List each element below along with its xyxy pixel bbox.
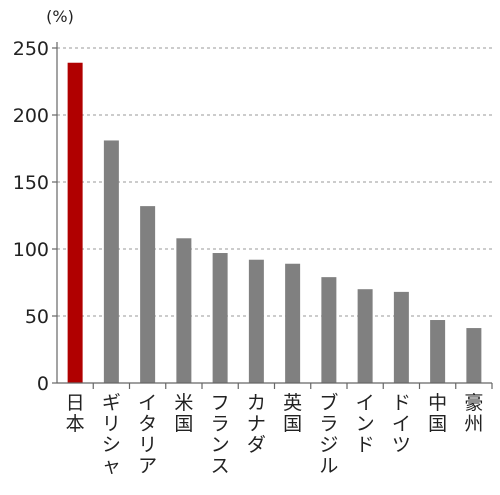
bar [430, 320, 446, 383]
bar [466, 328, 482, 383]
category-label: 英国 [283, 392, 302, 435]
bar [248, 259, 264, 383]
y-tick-label: 200 [13, 105, 49, 127]
category-label: インド [356, 392, 375, 456]
y-tick-labels: 0 50 100 150 200 250 [13, 38, 49, 395]
category-label: 日本 [66, 392, 85, 435]
y-tick-label: 250 [13, 38, 49, 60]
y-tick-label: 150 [13, 172, 49, 194]
bar [212, 253, 228, 383]
bar [357, 289, 373, 383]
bar [393, 291, 409, 383]
category-label: フランス [211, 392, 230, 477]
category-label: イタリア [138, 392, 157, 477]
category-label: 豪州 [464, 392, 483, 435]
category-label: 中国 [428, 392, 447, 435]
y-tick-label: 100 [13, 239, 49, 261]
bar [140, 206, 156, 383]
axes [52, 42, 493, 389]
bar [176, 238, 192, 383]
category-label: ブラジル [319, 391, 338, 477]
category-label: ギリシャ [102, 392, 121, 477]
bar [67, 62, 83, 384]
category-label: ドイツ [392, 392, 411, 456]
bar [285, 263, 301, 383]
bar [321, 277, 337, 383]
unit-label: (%) [46, 7, 74, 26]
category-label: カナダ [247, 392, 266, 456]
bars [67, 62, 482, 384]
category-label: 米国 [174, 392, 193, 435]
y-tick-label: 0 [37, 373, 49, 395]
gridlines [57, 47, 492, 317]
bar [103, 140, 119, 383]
y-tick-label: 50 [25, 306, 49, 328]
